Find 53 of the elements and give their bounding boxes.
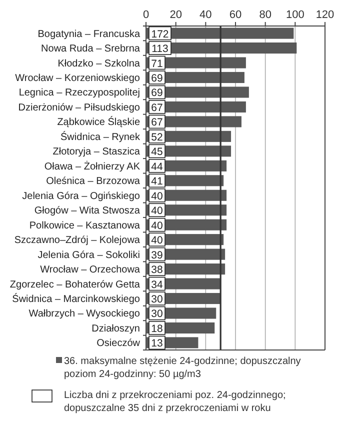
legend-label: Liczba dni z przekroczeniami poz. 24-godzinnego; dopuszczalne 35 dni z przekroczeniami w roku [64, 390, 286, 414]
text: 38 [151, 264, 163, 276]
y-tick-label: Oława – Żołnierzy AK [44, 160, 140, 172]
text: 30 [151, 294, 163, 306]
text: 67 [151, 102, 163, 114]
x-tick-label: 60 [229, 9, 242, 21]
text: 45 [151, 146, 163, 158]
text: 34 [151, 278, 163, 291]
text: 39 [151, 249, 163, 262]
y-tick-label: Wrocław – Orzechowa [40, 264, 140, 276]
y-tick-label: Dzierżoniów – Piłsudskiego [18, 102, 140, 114]
text: 69 [151, 87, 163, 100]
y-tick-label: Wałbrzych – Wysockiego [28, 308, 140, 320]
y-tick-label: Osieczów [96, 338, 141, 350]
text: 67 [151, 116, 163, 129]
y-tick-label: Jelenia Góra – Ogińskiego [22, 190, 140, 202]
text: 13 [151, 338, 163, 350]
text: 40 [151, 234, 163, 247]
text: 69 [151, 72, 163, 84]
x-tick-label: 20 [170, 9, 182, 21]
y-tick-label: Polkowice – Kasztanowa [29, 220, 140, 232]
x-tick-label: 120 [316, 9, 334, 21]
y-tick-label: Świdnica – Rynek [60, 130, 141, 143]
x-tick-label: 40 [200, 9, 212, 21]
x-tick-label: 80 [259, 9, 272, 21]
text: 40 [151, 220, 163, 232]
x-tick-label: 100 [286, 9, 304, 21]
y-tick-label: Oleśnica – Brzozowa [46, 176, 140, 188]
y-tick-label: Głogów – Wita Stwosza [34, 206, 140, 217]
y-tick-label: Ząbkowice Śląskie [57, 116, 140, 128]
x-tick-label: 0 [142, 9, 150, 21]
text: 44 [151, 160, 163, 173]
text: 71 [151, 58, 163, 70]
y-tick-label: Kłodzko – Szkolna [58, 58, 140, 70]
y-tick-label: Zgorzelec – Bohaterów Getta [10, 279, 140, 290]
text: 52 [151, 131, 163, 144]
legend-label: 36. maksymalne stężenie 24-godzinne; dopuszczalny poziom 24-godzinny: 50 µg/m3 [64, 356, 301, 380]
text: 172 [151, 28, 169, 40]
y-tick-label: Świdnica – Marcinkowskiego [12, 293, 140, 306]
y-tick-label: Złotoryja – Staszica [52, 146, 140, 158]
y-tick-label: Legnica – Rzeczypospolitej [18, 88, 140, 99]
text: 40 [151, 190, 163, 202]
text: 18 [151, 322, 163, 335]
y-tick-label: Bogatynia – Francuska [38, 28, 140, 40]
y-tick-label: Nowa Ruda – Srebrna [41, 44, 140, 55]
y-tick-label: Szczawno–Zdrój – Kolejowa [14, 235, 140, 246]
text: 40 [151, 205, 163, 218]
text: 41 [151, 176, 163, 188]
y-tick-label: Wrocław – Korzeniowskiego [15, 72, 140, 84]
y-tick-label: Działoszyn [92, 323, 140, 334]
text: 30 [151, 308, 163, 320]
y-tick-label: Jelenia Góra – Sokoliki [38, 250, 140, 261]
text: 113 [152, 43, 168, 56]
